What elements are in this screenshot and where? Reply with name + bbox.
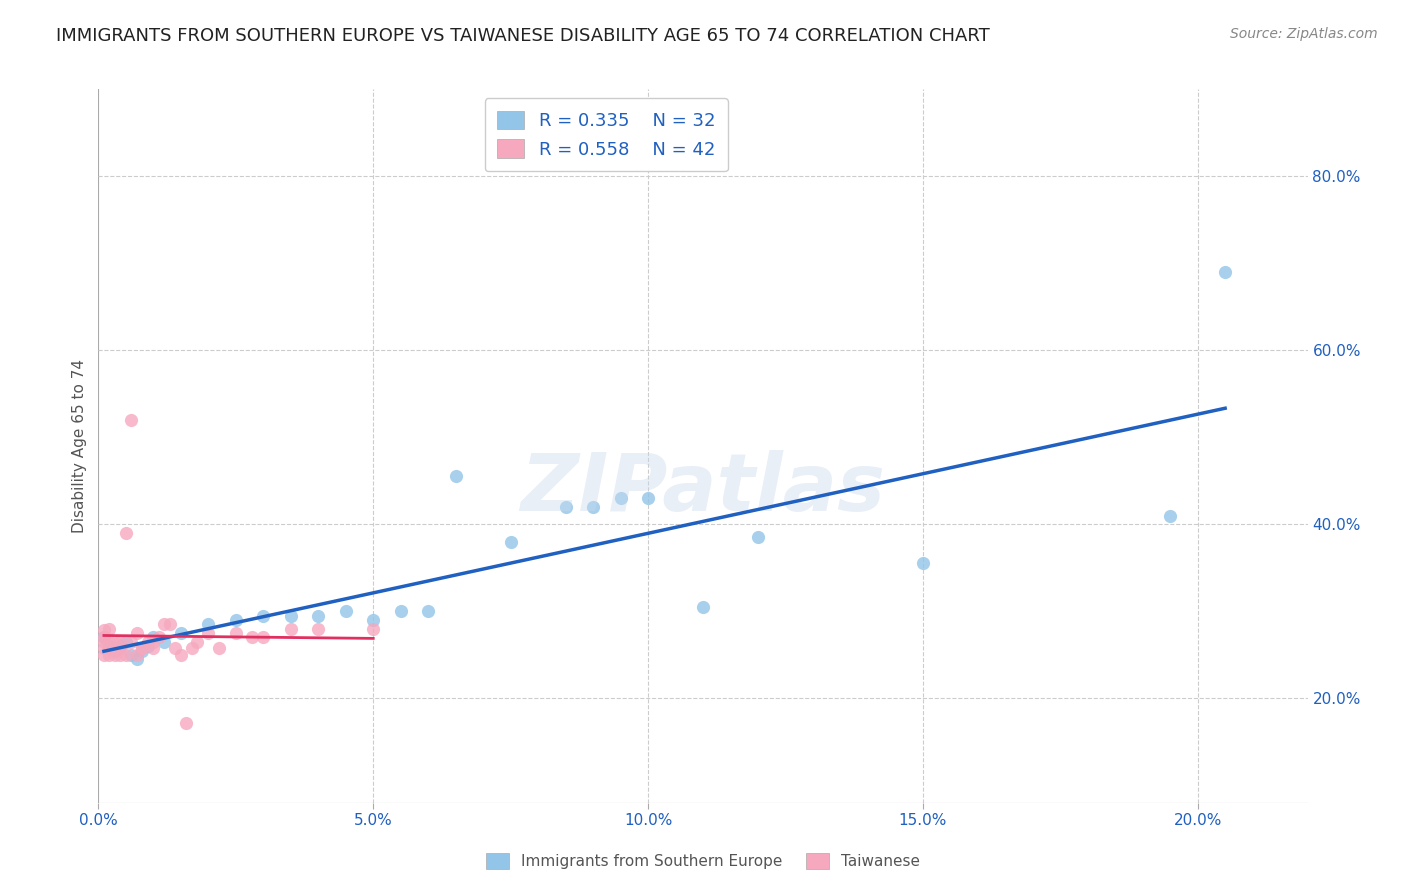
Point [170,648,193,662]
Point [98,640,121,655]
Point [747,530,769,544]
Point [153,635,176,649]
Point [125,648,148,662]
Point [104,640,127,655]
Point [98,648,121,662]
Point [307,608,329,623]
Point [389,604,412,618]
Point [170,626,193,640]
Point [197,626,219,640]
Point [554,500,576,514]
Point [110,648,132,662]
Point [110,639,132,653]
Point [159,617,181,632]
Point [197,617,219,632]
Point [165,640,187,655]
Point [93,631,115,645]
Point [115,648,138,662]
Point [153,617,176,632]
Point [208,640,231,655]
Point [335,604,357,618]
Point [120,648,142,662]
Point [93,640,115,655]
Point [148,631,170,645]
Point [1213,265,1236,279]
Point [582,500,605,514]
Point [104,648,127,662]
Point [131,643,153,657]
Point [692,599,714,614]
Point [125,626,148,640]
Point [98,639,121,653]
Point [361,622,384,636]
Point [104,643,127,657]
Point [120,635,142,649]
Point [136,635,159,649]
Point [98,635,121,649]
Point [280,608,302,623]
Point [93,635,115,649]
Point [93,631,115,645]
Text: ZIPatlas: ZIPatlas [520,450,886,528]
Point [131,640,153,655]
Point [225,613,247,627]
Point [98,622,121,636]
Point [637,491,659,506]
Point [120,413,142,427]
Point [499,534,522,549]
Point [225,626,247,640]
Point [252,608,274,623]
Point [418,604,440,618]
Point [93,624,115,638]
Point [110,635,132,649]
Point [609,491,631,506]
Point [142,635,165,649]
Point [180,640,202,655]
Point [142,640,165,655]
Point [252,631,274,645]
Point [176,715,198,730]
Point [444,469,467,483]
Legend: Immigrants from Southern Europe, Taiwanese: Immigrants from Southern Europe, Taiwane… [479,847,927,875]
Point [911,557,934,571]
Point [110,640,132,655]
Point [142,631,165,645]
Point [104,635,127,649]
Point [115,526,138,541]
Legend: R = 0.335    N = 32, R = 0.558    N = 42: R = 0.335 N = 32, R = 0.558 N = 42 [485,98,728,171]
Text: IMMIGRANTS FROM SOUTHERN EUROPE VS TAIWANESE DISABILITY AGE 65 TO 74 CORRELATION: IMMIGRANTS FROM SOUTHERN EUROPE VS TAIWA… [56,27,990,45]
Point [240,631,263,645]
Point [186,635,208,649]
Point [125,652,148,666]
Point [1159,508,1181,523]
Point [93,648,115,662]
Point [131,640,153,655]
Text: Source: ZipAtlas.com: Source: ZipAtlas.com [1230,27,1378,41]
Point [280,622,302,636]
Y-axis label: Disability Age 65 to 74: Disability Age 65 to 74 [72,359,87,533]
Point [361,613,384,627]
Point [136,639,159,653]
Point [307,622,329,636]
Point [115,635,138,649]
